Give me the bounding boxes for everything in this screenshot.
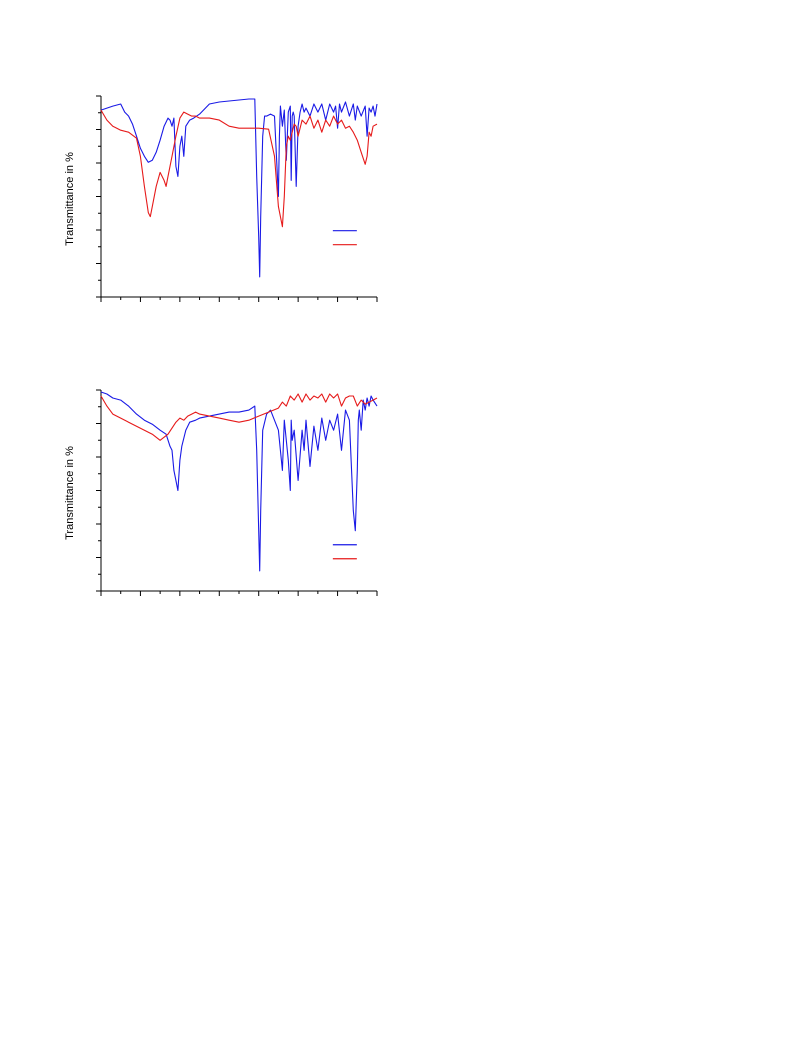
chart-2: Transmittance in % — [60, 380, 390, 606]
chart-1-plot — [96, 95, 378, 302]
series-line-1 — [100, 391, 378, 572]
series-line-2 — [100, 393, 378, 441]
series-line-1 — [100, 98, 378, 278]
series-line-2 — [100, 109, 378, 228]
chart-1: Transmittance in % — [60, 86, 390, 312]
chart-2-plot — [96, 389, 378, 596]
